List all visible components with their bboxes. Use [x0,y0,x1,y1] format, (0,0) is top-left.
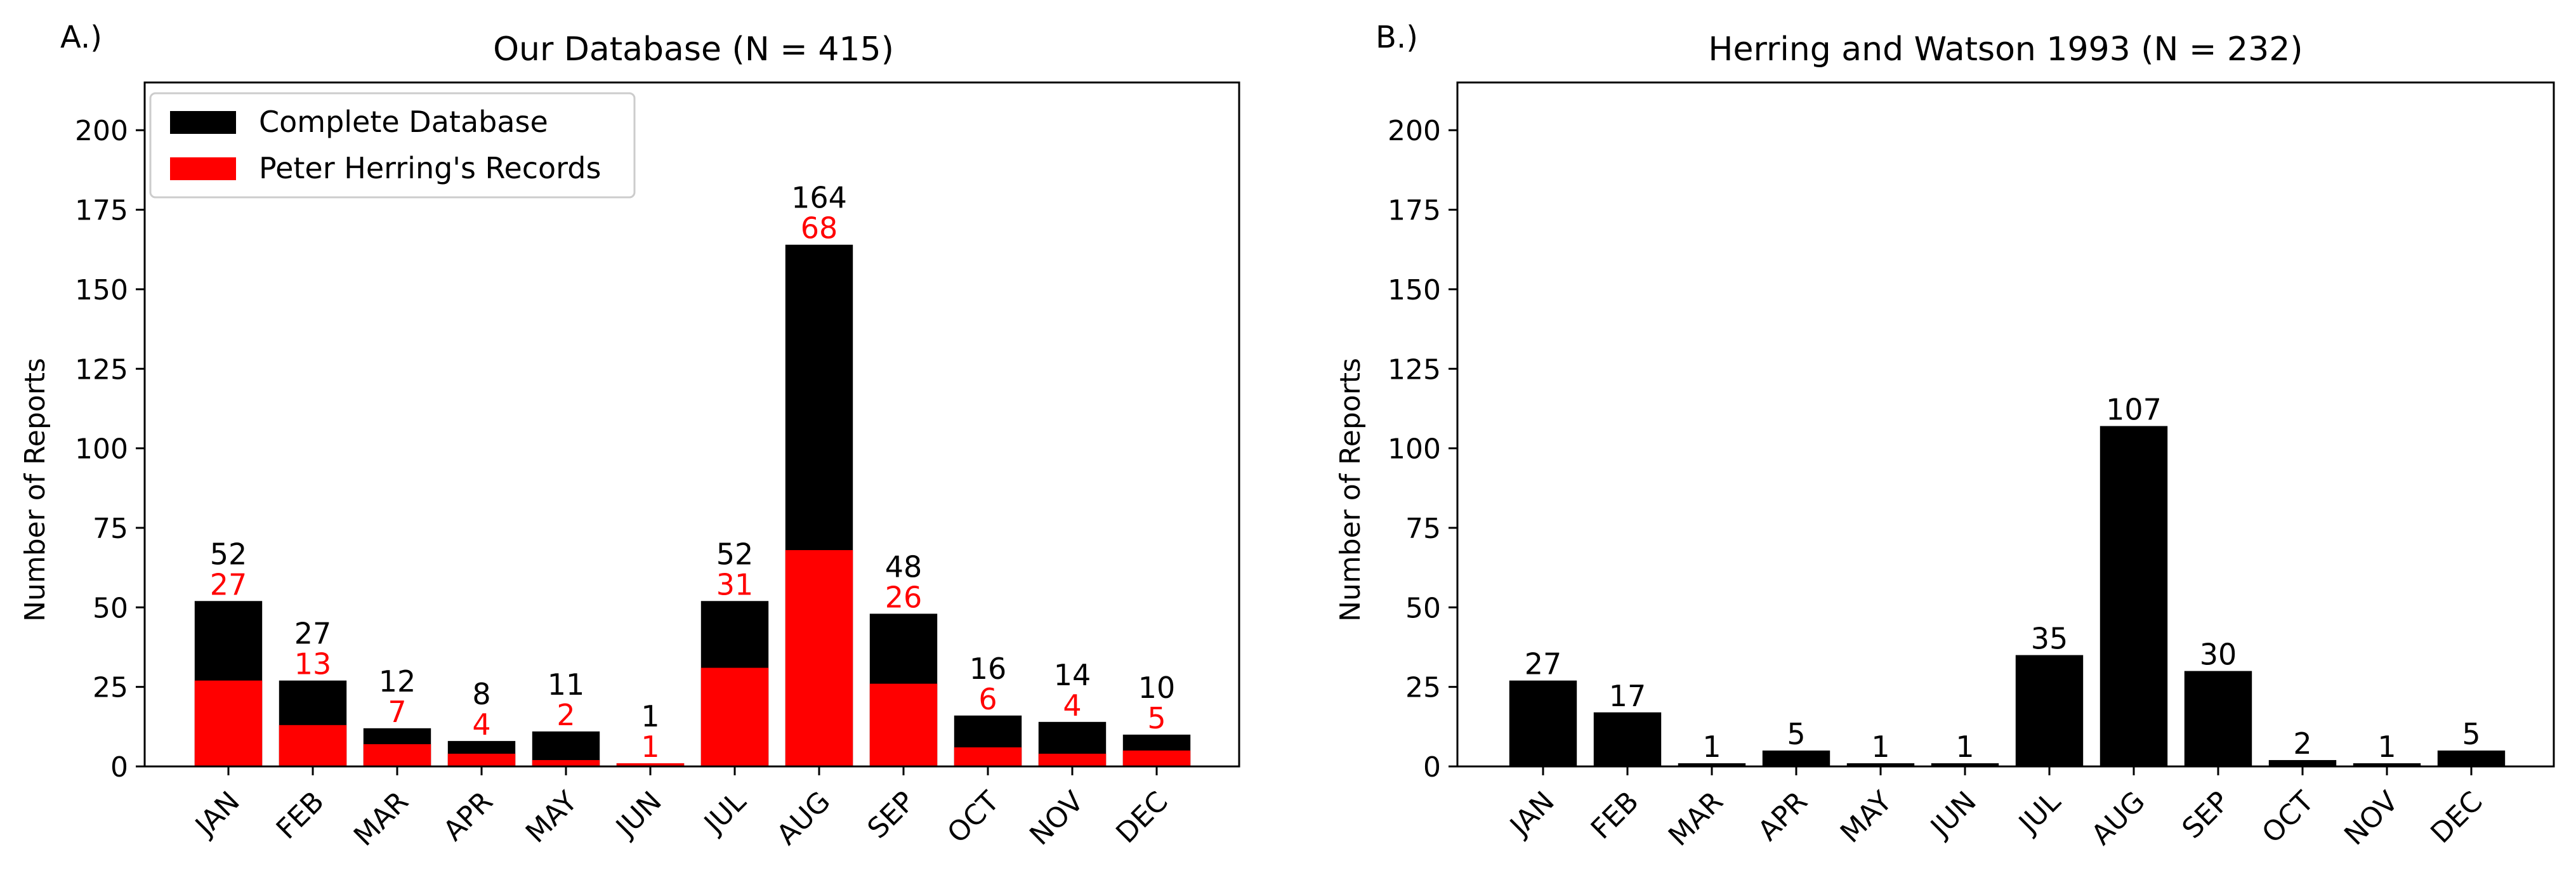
data-label-aug: 107 [2106,393,2162,427]
legend-label-complete: Complete Database [259,105,548,139]
panel-b-y-axis-label: Number of Reports [1334,358,1367,622]
panel-a-y-axis-label: Number of Reports [19,358,51,622]
data-label-complete-jul: 52 [716,537,754,571]
data-label-apr: 5 [1787,717,1805,751]
data-label-herring-oct: 6 [978,682,997,716]
y-tick-label-0: 0 [110,751,128,784]
bar-herring-dec [1122,750,1191,766]
data-label-complete-jun: 1 [641,699,659,733]
axes-frame [1456,81,2555,768]
data-label-herring-dec: 5 [1147,701,1166,735]
data-label-complete-may: 11 [548,667,585,702]
data-label-complete-mar: 12 [379,664,416,699]
legend-label-herring: Peter Herring's Records [259,151,601,185]
y-tick-label-100: 100 [75,433,128,466]
bar-herring-jan [194,680,263,766]
data-label-dec: 5 [2462,717,2480,751]
bar-aug [2100,426,2168,766]
bar-apr [1762,750,1830,766]
y-tick-label-25: 25 [1405,672,1441,704]
panel-b-label: B.) [1376,20,1418,55]
y-tick-label-150: 150 [1388,274,1441,306]
data-label-feb: 17 [1609,679,1646,713]
bar-herring-oct [954,747,1022,766]
legend-frame [149,92,636,199]
bar-herring-jul [700,667,769,766]
bar-herring-mar [363,744,431,766]
y-tick-label-50: 50 [93,592,128,624]
bar-herring-jun [616,763,685,766]
data-label-complete-nov: 14 [1054,658,1091,692]
y-tick-label-100: 100 [1388,433,1441,466]
bar-herring-aug [785,550,853,766]
panel-b: B.) Herring and Watson 1993 (N = 232) Nu… [1334,20,2555,853]
data-label-herring-jun: 1 [641,730,659,764]
data-label-herring-jan: 27 [210,567,247,601]
axes-frame [143,81,1240,768]
data-label-complete-oct: 16 [969,652,1007,686]
bar-jun [1931,763,1999,766]
data-label-may: 1 [1871,730,1889,764]
bar-jul [2015,655,2084,766]
data-label-complete-feb: 27 [294,617,332,651]
y-tick-label-200: 200 [75,115,128,147]
data-label-jun: 1 [1955,730,1974,764]
data-label-complete-aug: 164 [791,181,847,215]
data-label-herring-feb: 13 [294,647,332,681]
data-label-herring-aug: 68 [801,211,838,246]
bar-may [1846,763,1915,766]
data-label-herring-nov: 4 [1063,688,1081,723]
y-tick-label-150: 150 [75,274,128,306]
bar-jan [1509,680,1577,766]
data-label-complete-apr: 8 [472,677,490,711]
bar-herring-feb [279,725,347,766]
y-tick-label-175: 175 [75,195,128,227]
y-tick-label-75: 75 [1405,513,1441,545]
panel-a-label: A.) [60,20,102,55]
y-tick-label-0: 0 [1423,751,1441,784]
panel-b-title: Herring and Watson 1993 (N = 232) [1708,30,2303,69]
data-label-jul: 35 [2031,622,2068,656]
data-label-mar: 1 [1702,730,1721,764]
bar-herring-sep [869,683,938,766]
y-tick-label-175: 175 [1388,195,1441,227]
bar-mar [1678,763,1746,766]
bar-herring-nov [1038,753,1107,766]
data-label-herring-jul: 31 [716,567,754,601]
data-label-herring-may: 2 [556,698,575,732]
bar-oct [2268,759,2337,766]
panel-a-title: Our Database (N = 415) [493,30,894,69]
data-label-herring-mar: 7 [388,695,406,729]
y-tick-label-125: 125 [1388,353,1441,386]
data-label-nov: 1 [2377,730,2396,764]
data-label-herring-sep: 26 [885,580,923,614]
data-label-complete-sep: 48 [885,549,923,584]
data-label-herring-apr: 4 [472,707,490,742]
data-label-complete-jan: 52 [210,537,247,571]
y-tick-label-125: 125 [75,353,128,386]
bar-sep [2184,671,2252,766]
legend-swatch-herring [170,157,236,180]
data-label-jan: 27 [1525,647,1562,681]
y-tick-label-200: 200 [1388,115,1441,147]
legend-swatch-complete [170,111,236,134]
bar-nov [2353,763,2421,766]
bar-feb [1593,712,1662,766]
bar-dec [2437,750,2506,766]
data-label-sep: 30 [2200,638,2237,672]
y-tick-label-25: 25 [93,672,128,704]
panel-a-legend: Complete Database Peter Herring's Record… [149,92,636,199]
data-label-complete-dec: 10 [1138,671,1176,705]
data-label-oct: 2 [2293,726,2311,761]
bar-herring-may [532,759,600,766]
bar-herring-apr [447,753,516,766]
y-tick-label-50: 50 [1405,592,1441,624]
y-tick-label-75: 75 [93,513,128,545]
